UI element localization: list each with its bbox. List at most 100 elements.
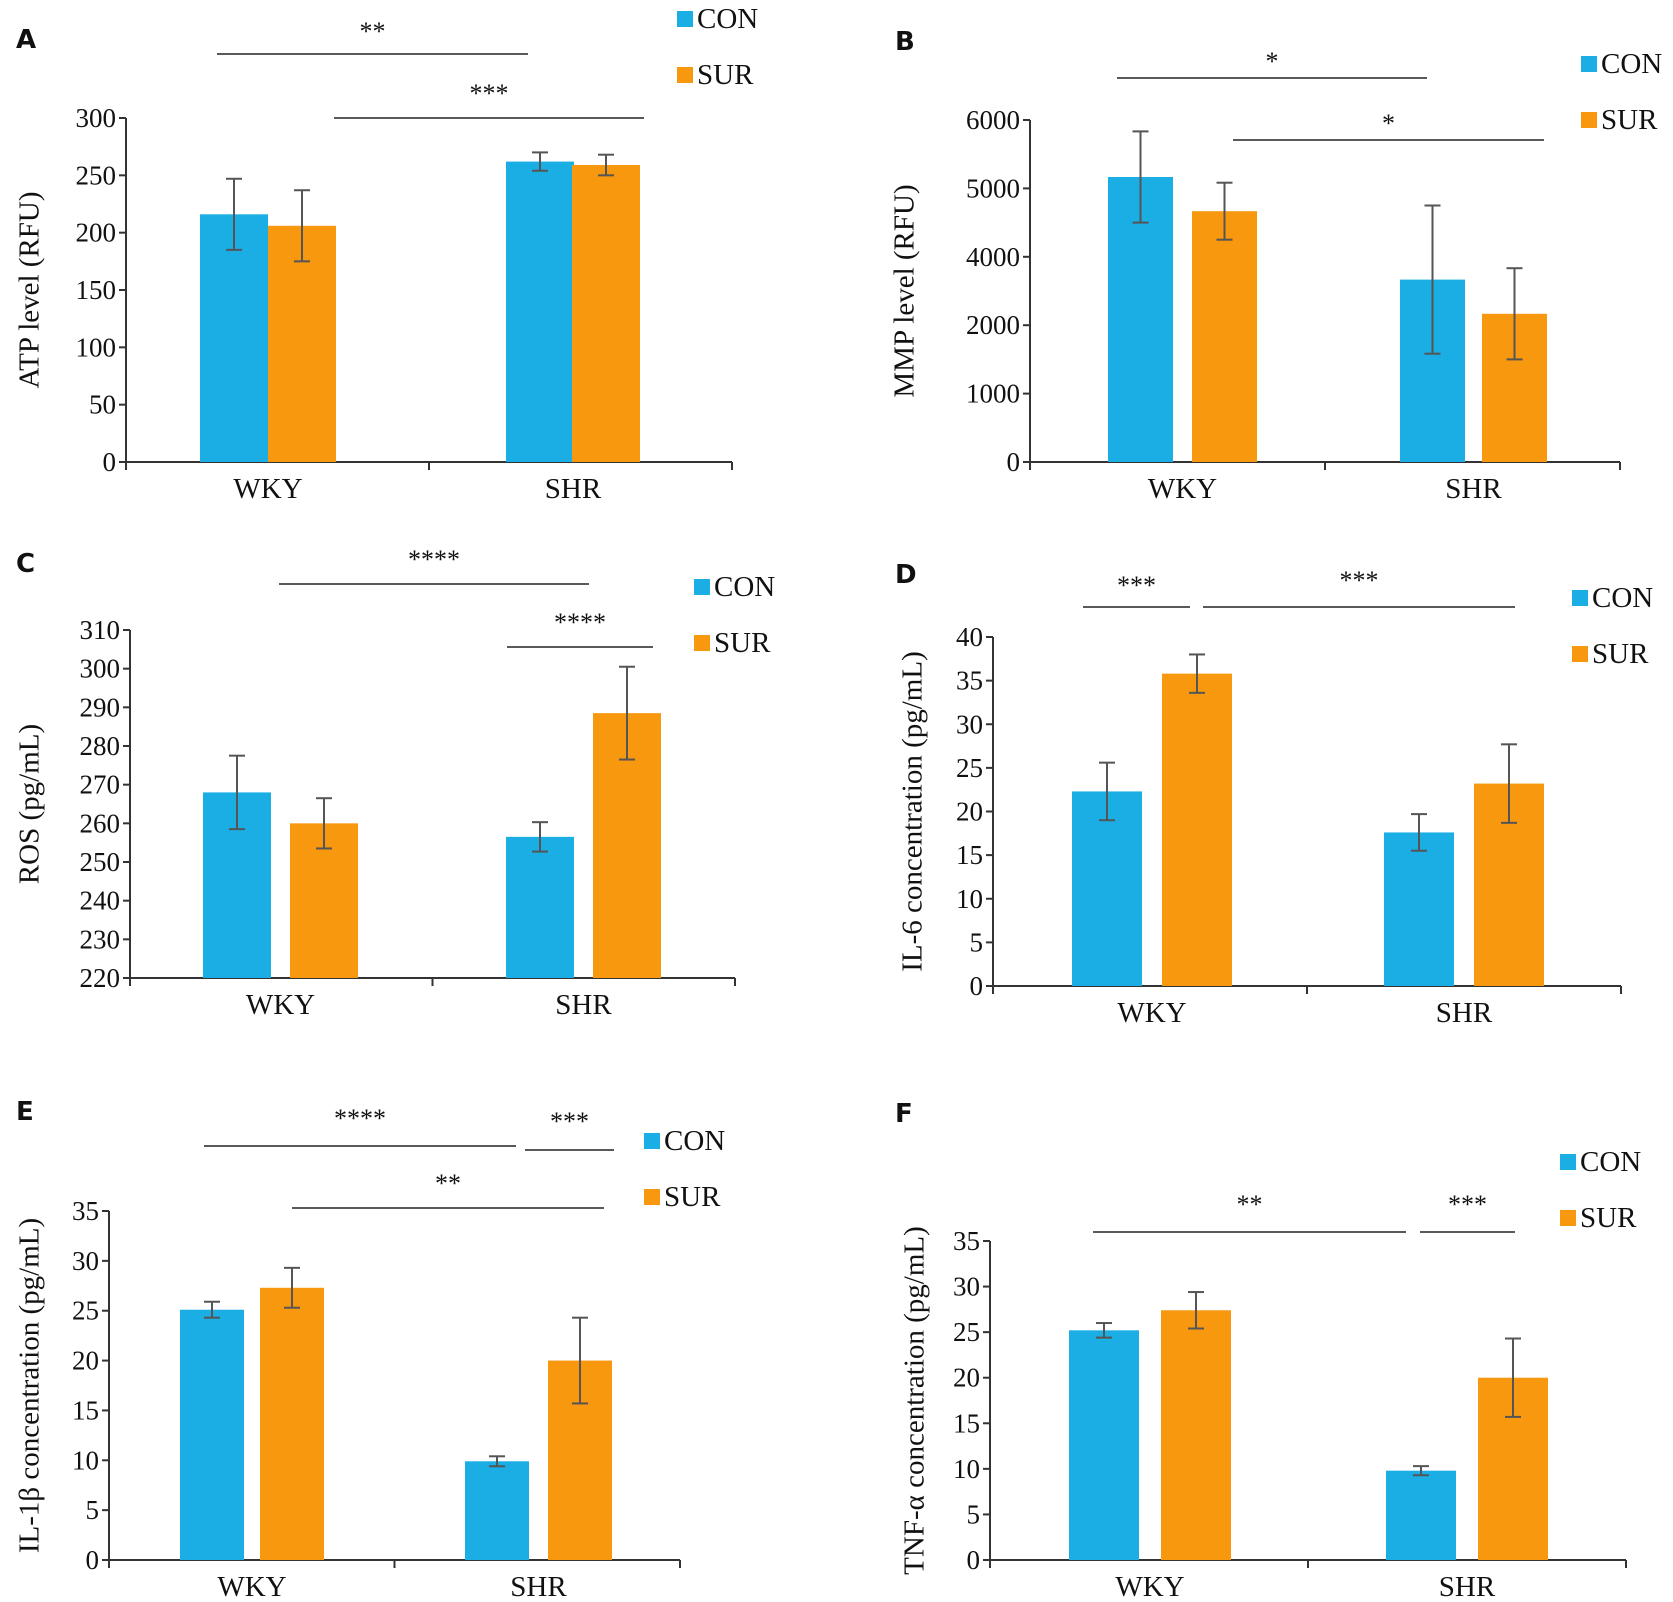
bar-con-shr xyxy=(465,1461,529,1560)
legend-label-sur: SUR xyxy=(1592,638,1649,670)
panel-a: A 0 50 100 150 200 250 300 WKY SHR ATP level (RFU)… xyxy=(14,3,759,505)
significance-label: ** xyxy=(435,1169,461,1198)
y-tick-label: 5 xyxy=(86,1495,100,1525)
bar-sur-wky xyxy=(260,1287,324,1560)
legend-swatch-sur xyxy=(1581,112,1597,128)
legend-swatch-sur xyxy=(677,67,693,83)
x-category-label: WKY xyxy=(217,1571,286,1602)
y-tick-label: 5 xyxy=(970,927,984,957)
y-tick-label: 30 xyxy=(953,1272,980,1302)
x-category-label: WKY xyxy=(1117,997,1186,1029)
significance-label: *** xyxy=(1340,566,1379,595)
y-tick-label: 0 xyxy=(1007,447,1021,477)
significance-label: *** xyxy=(1448,1190,1487,1219)
bar-sur-shr xyxy=(572,165,640,462)
y-tick-label: 2000 xyxy=(966,310,1020,340)
panel-letter: A xyxy=(16,25,36,55)
y-axis-title: IL-6 concentration (pg/mL) xyxy=(897,651,929,972)
legend-swatch-sur xyxy=(644,1189,660,1205)
y-tick-label: 270 xyxy=(80,770,121,800)
y-tick-label: 300 xyxy=(80,654,121,684)
significance-label: ** xyxy=(360,17,386,46)
significance-label: *** xyxy=(1117,571,1156,600)
y-tick-label: 280 xyxy=(80,731,121,761)
legend-label-con: CON xyxy=(697,3,758,35)
y-tick-label: 240 xyxy=(80,886,121,916)
y-tick-label: 200 xyxy=(76,218,117,248)
y-tick-label: 0 xyxy=(970,971,984,1001)
legend-label-sur: SUR xyxy=(664,1181,721,1213)
legend-label-con: CON xyxy=(664,1125,725,1157)
bar-sur-wky xyxy=(1192,211,1257,462)
x-category-label: SHR xyxy=(555,989,612,1021)
y-tick-label: 0 xyxy=(103,447,117,477)
legend-swatch-con xyxy=(1581,56,1597,72)
y-tick-label: 15 xyxy=(956,840,983,870)
y-tick-label: 10 xyxy=(72,1445,99,1475)
y-tick-label: 260 xyxy=(80,808,121,838)
y-axis-title: IL-1β concentration (pg/mL) xyxy=(14,1218,46,1553)
y-tick-label: 6000 xyxy=(966,105,1020,135)
legend-swatch-sur xyxy=(1572,646,1588,662)
y-axis-title: TNF-α concentration (pg/mL) xyxy=(899,1226,931,1575)
legend-swatch-sur xyxy=(1560,1210,1576,1226)
y-tick-label: 10 xyxy=(953,1454,980,1484)
panel-letter: B xyxy=(895,27,915,57)
significance-label: * xyxy=(1266,47,1279,76)
x-category-label: SHR xyxy=(510,1571,567,1602)
legend-label-con: CON xyxy=(1592,582,1653,614)
panel-letter: D xyxy=(895,560,917,590)
y-tick-label: 4000 xyxy=(966,242,1020,272)
y-tick-label: 250 xyxy=(76,160,117,190)
y-tick-label: 20 xyxy=(72,1346,99,1376)
y-tick-label: 5 xyxy=(967,1499,981,1529)
legend-swatch-con xyxy=(1560,1154,1576,1170)
panel-c: C 220 230 240 250 260 270 280 290 300 310 WKY SHR ROS… xyxy=(14,545,776,1021)
bar-con-wky xyxy=(1072,791,1142,986)
significance-label: **** xyxy=(408,545,460,574)
bar-con-shr xyxy=(506,161,574,462)
x-category-label: SHR xyxy=(1439,1571,1496,1602)
y-tick-label: 35 xyxy=(953,1226,980,1256)
y-tick-label: 220 xyxy=(80,963,121,993)
panel-f: F 0 5 10 15 20 25 30 35 WKY SHR TNF-α concentration… xyxy=(895,1099,1641,1602)
y-tick-label: 300 xyxy=(76,103,117,133)
y-tick-label: 5000 xyxy=(966,173,1020,203)
y-tick-label: 20 xyxy=(956,797,983,827)
y-tick-label: 20 xyxy=(953,1363,980,1393)
legend: CON SUR xyxy=(1560,1146,1641,1234)
significance-label: * xyxy=(1382,109,1395,138)
significance-label: *** xyxy=(550,1107,589,1136)
y-axis-title: MMP level (RFU) xyxy=(889,184,921,397)
x-category-label: SHR xyxy=(545,473,602,505)
panel-letter: F xyxy=(895,1099,913,1129)
y-tick-label: 230 xyxy=(80,924,121,954)
legend-swatch-con xyxy=(694,579,710,595)
legend: CON SUR xyxy=(694,571,775,659)
x-category-label: WKY xyxy=(1148,473,1217,505)
y-tick-label: 15 xyxy=(953,1408,980,1438)
legend-label-sur: SUR xyxy=(697,59,754,91)
bar-con-wky xyxy=(1069,1330,1139,1560)
legend-swatch-con xyxy=(677,11,693,27)
y-tick-label: 30 xyxy=(72,1246,99,1276)
y-tick-label: 25 xyxy=(956,753,983,783)
legend: CON SUR xyxy=(677,3,758,91)
bar-con-shr xyxy=(1386,1470,1456,1560)
y-axis-title: ATP level (RFU) xyxy=(14,191,46,388)
panel-d: D 0 5 10 15 20 25 30 35 40 WKY SHR IL-6 concentratio… xyxy=(895,560,1653,1029)
y-tick-label: 100 xyxy=(76,332,117,362)
x-category-label: SHR xyxy=(1436,997,1493,1029)
x-category-label: WKY xyxy=(1115,1571,1184,1602)
y-tick-label: 150 xyxy=(76,275,117,305)
y-tick-label: 310 xyxy=(80,615,121,645)
legend-label-sur: SUR xyxy=(1580,1202,1637,1234)
x-category-label: WKY xyxy=(246,989,315,1021)
bar-con-wky xyxy=(180,1309,244,1560)
legend-label-con: CON xyxy=(1601,48,1662,80)
legend-label-con: CON xyxy=(1580,1146,1641,1178)
bar-con-shr xyxy=(506,836,574,978)
y-tick-label: 25 xyxy=(953,1317,980,1347)
y-tick-label: 250 xyxy=(80,847,121,877)
